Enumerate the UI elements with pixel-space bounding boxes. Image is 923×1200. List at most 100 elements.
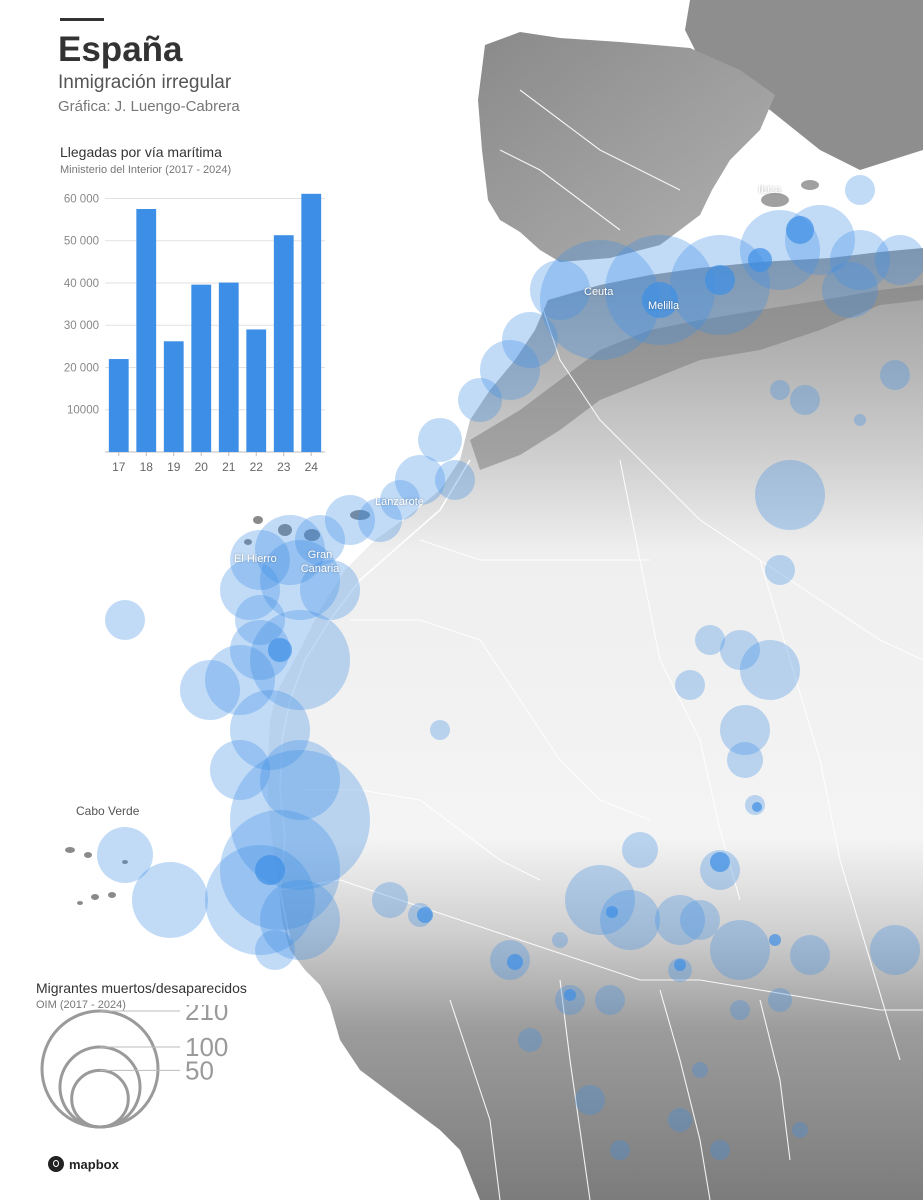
migrant-incident-bubble [695,625,725,655]
legend-circle-50 [70,1068,130,1129]
chart-credit: Gráfica: J. Luengo-Cabrera [58,98,240,115]
atlas-mountains [470,285,923,470]
bar-21[interactable] [218,282,239,452]
migrant-incident-bubble [372,882,408,918]
mapbox-attribution[interactable]: mapbox [48,1156,119,1172]
country-borders [279,89,923,1200]
bar-18[interactable] [136,209,157,452]
migrant-incident-bubble [710,1140,730,1160]
migrant-incident-bubble [854,414,866,426]
migrant-incident-bubble [540,240,660,360]
migrant-incident-bubble [720,630,760,670]
migrant-incident-bubble [552,932,568,948]
x-tick-label: 19 [167,460,181,474]
migrant-incident-bubble [830,230,890,290]
bar-24[interactable] [301,193,322,452]
migrant-incident-bubble-dense [748,248,772,272]
y-tick-label: 30 000 [64,320,99,332]
migrant-incident-bubble [325,495,375,545]
migrant-incident-bubble-dense [255,855,285,885]
bar-19[interactable] [163,341,184,452]
migrant-incident-bubble-dense [752,802,762,812]
migrant-incident-bubble [600,890,660,950]
iberia-landmass [478,32,775,262]
bar-chart-title: Llegadas por vía marítima [60,144,222,160]
page-subtitle: Inmigración irregular [58,72,232,93]
migrant-incident-bubble-dense [786,216,814,244]
migrant-incident-bubble [792,1122,808,1138]
migrant-incident-bubble-dense [710,852,730,872]
migrant-incident-bubble [430,720,450,740]
migrant-incident-bubble [435,460,475,500]
migrant-incident-bubble-dense [674,959,686,971]
x-tick-label: 21 [222,460,236,474]
page-title: España [58,30,183,69]
migrant-incident-bubble-dense [705,265,735,295]
bar-20[interactable] [191,284,212,452]
migrant-incident-bubble [768,988,792,1012]
migrant-incident-bubble-dense [417,907,433,923]
migrant-incident-bubble-dense [769,934,781,946]
place-label-el-hierro: El Hierro [234,553,277,565]
y-tick-label: 60 000 [64,193,99,205]
migrant-incident-bubble [790,935,830,975]
cape-verde-label: Cabo Verde [76,804,140,818]
bar-17[interactable] [108,359,129,452]
migrant-incident-bubble [710,920,770,980]
legend-circle-100 [58,1045,142,1129]
legend-value-label: 50 [185,1055,214,1085]
migrant-incident-bubble [880,360,910,390]
migrant-incident-bubble [610,1140,630,1160]
title-accent-bar [60,18,104,21]
legend-source: OIM (2017 - 2024) [36,999,126,1011]
place-label-ceuta: Ceuta [584,286,614,298]
migrant-incident-bubble [530,260,590,320]
x-tick-label: 22 [250,460,264,474]
migrant-incident-bubble [295,515,345,565]
migrant-incident-bubble [230,750,370,890]
migrant-incident-bubble [770,380,790,400]
migrant-incident-bubble-dense [268,638,292,662]
place-label-lanzarote: Lanzarote [375,496,424,508]
balearic-islands [801,180,819,190]
migrant-incident-bubble-dense [564,989,576,1001]
migrant-incident-bubble [105,600,145,640]
migrant-incident-bubble [518,1028,542,1052]
migrant-incident-bubble [730,1000,750,1020]
migrant-incident-bubble [727,742,763,778]
migrant-incident-bubble [845,175,875,205]
bar-chart-source: Ministerio del Interior (2017 - 2024) [60,164,232,176]
x-tick-label: 18 [140,460,154,474]
coastal-road [279,459,471,941]
x-tick-label: 24 [305,460,319,474]
migrant-incident-bubble [595,985,625,1015]
place-label-melilla: Melilla [648,300,680,312]
y-tick-label: 40 000 [64,278,99,290]
migrant-incident-bubble [418,418,462,462]
mapbox-wordmark: mapbox [69,1156,119,1172]
canary-islands [244,510,370,545]
migrant-incident-bubble [720,705,770,755]
migrant-incident-bubble [255,515,325,585]
migrant-incident-bubble [740,640,800,700]
africa-landmass [268,248,923,1200]
cape-verde-islands [65,847,128,905]
migrant-incident-bubble [565,865,635,935]
migrant-incident-bubble [502,312,558,368]
migrant-incident-bubble [235,595,285,645]
migrant-incident-bubble [680,900,720,940]
migrant-incident-bubble [180,660,240,720]
migrant-incident-bubble [358,498,402,542]
migrant-incident-bubble-dense [642,282,678,318]
migrant-incident-bubble [790,385,820,415]
migrant-incident-bubble-dense [606,906,618,918]
legend-title: Migrantes muertos/desaparecidos [36,980,247,996]
migrant-incident-bubble [230,690,310,770]
bar-23[interactable] [273,235,294,452]
bar-22[interactable] [246,329,267,452]
migrant-incident-bubble [692,1062,708,1078]
